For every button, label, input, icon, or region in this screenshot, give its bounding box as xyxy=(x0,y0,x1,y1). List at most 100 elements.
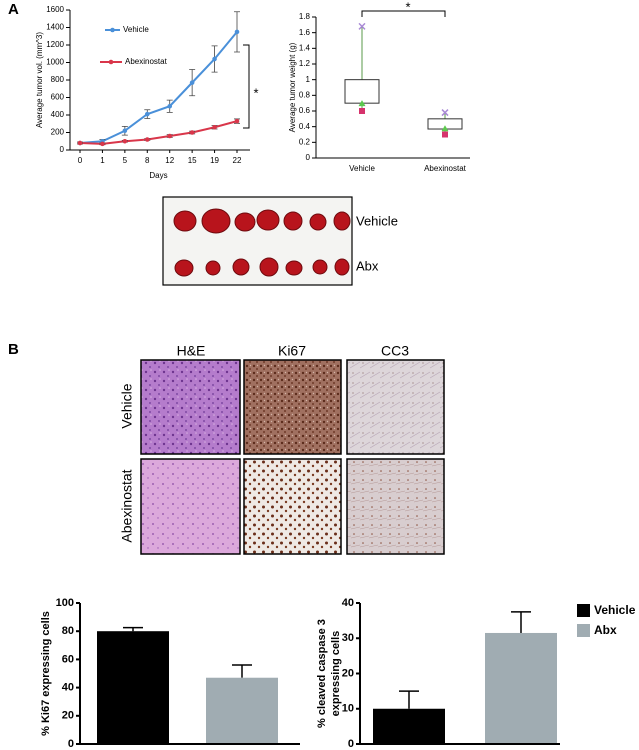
legend-swatch xyxy=(577,604,590,617)
x-tick-label: 0 xyxy=(78,156,83,165)
data-point xyxy=(167,133,173,139)
histology-image xyxy=(140,359,241,455)
y-tick-label: 200 xyxy=(51,128,65,137)
legend-label: Vehicle xyxy=(594,603,636,617)
y-tick-label: 0 xyxy=(348,738,354,750)
column-header: Ki67 xyxy=(278,343,306,359)
data-point xyxy=(100,141,105,147)
y-tick-label: 0.6 xyxy=(299,106,311,115)
max-marker xyxy=(358,22,366,30)
histology-image xyxy=(346,359,445,455)
tumor-photo: Vehicle Abx xyxy=(162,196,398,286)
median-marker xyxy=(358,100,366,107)
y-tick-label: 0.4 xyxy=(299,122,311,131)
x-tick-label: 8 xyxy=(145,156,150,165)
y-axis-label: % Ki67 expressing cells xyxy=(40,611,52,736)
legend-swatch xyxy=(577,624,590,637)
column-header: CC3 xyxy=(381,343,409,359)
histology-image xyxy=(140,458,241,555)
column-header: H&E xyxy=(177,343,206,359)
y-tick-label: 1.6 xyxy=(299,28,311,37)
bar xyxy=(97,631,169,744)
legend-label: Abexinostat xyxy=(125,57,168,66)
median-marker xyxy=(441,125,449,132)
min-marker xyxy=(359,108,365,114)
data-point xyxy=(77,140,83,146)
bar xyxy=(485,632,557,744)
significance-bracket xyxy=(243,44,250,129)
y-tick-label: 1 xyxy=(306,75,311,84)
y-tick-label: 20 xyxy=(62,710,74,722)
error-bar xyxy=(123,626,143,632)
x-tick-label: Abexinostat xyxy=(424,164,467,173)
y-tick-label: 0 xyxy=(306,153,311,162)
data-point xyxy=(144,137,150,142)
y-tick-label: 10 xyxy=(342,703,354,715)
x-tick-label: Vehicle xyxy=(349,164,375,173)
series-line xyxy=(79,120,238,145)
data-point xyxy=(189,80,195,85)
y-tick-label: 1.2 xyxy=(299,59,311,68)
histology: H&E Ki67 CC3 Vehicle Abexinostat xyxy=(119,343,445,555)
photo-label: Abx xyxy=(356,258,379,273)
legend-label: Abx xyxy=(594,623,617,637)
bar xyxy=(373,708,445,744)
histology-image xyxy=(243,458,342,555)
y-tick-label: 80 xyxy=(62,625,74,637)
y-tick-label: 1.4 xyxy=(299,43,311,52)
y-tick-label: 0 xyxy=(68,738,74,750)
y-axis-label: Average tumor vol. (mm^3) xyxy=(35,32,44,128)
x-tick-label: 5 xyxy=(123,156,128,165)
x-tick-label: 19 xyxy=(210,156,219,165)
x-tick-label: 1 xyxy=(100,156,105,165)
legend-label: Vehicle xyxy=(123,25,149,34)
panel-label: B xyxy=(8,341,19,358)
y-tick-label: 0.2 xyxy=(299,137,311,146)
significance-bracket xyxy=(361,10,446,17)
data-point xyxy=(167,103,173,109)
data-point xyxy=(122,138,128,144)
histology-image xyxy=(243,359,342,455)
y-tick-label: 1000 xyxy=(46,58,64,67)
data-point xyxy=(189,130,195,135)
tumors xyxy=(173,208,351,277)
y-tick-label: 40 xyxy=(342,597,354,609)
box xyxy=(344,79,380,104)
y-tick-label: 100 xyxy=(56,597,74,609)
y-axis-label: expressing cells xyxy=(330,631,342,717)
y-tick-label: 1200 xyxy=(46,40,64,49)
data-point xyxy=(122,128,128,134)
x-tick-label: 22 xyxy=(233,156,242,165)
data-point xyxy=(144,111,150,117)
row-header: Vehicle xyxy=(119,383,135,428)
panel-label: A xyxy=(8,1,19,18)
data-point xyxy=(212,56,217,62)
y-tick-label: 400 xyxy=(51,110,65,119)
y-tick-label: 40 xyxy=(62,682,74,694)
y-tick-label: 800 xyxy=(51,75,65,84)
y-tick-label: 30 xyxy=(342,632,354,644)
y-tick-label: 1400 xyxy=(46,23,64,32)
x-tick-label: 12 xyxy=(165,156,174,165)
y-tick-label: 600 xyxy=(51,93,65,102)
y-tick-label: 0.8 xyxy=(299,90,311,99)
photo-label: Vehicle xyxy=(356,213,398,228)
annotation: * xyxy=(405,0,410,14)
y-tick-label: 60 xyxy=(62,653,74,665)
x-tick-label: 15 xyxy=(188,156,197,165)
legend-marker xyxy=(110,27,115,33)
y-tick-label: 1.8 xyxy=(299,12,311,21)
histology-image xyxy=(346,458,445,555)
y-axis-label: % cleaved caspase 3 xyxy=(316,619,328,728)
max-marker xyxy=(441,109,449,117)
min-marker xyxy=(442,131,448,138)
bar xyxy=(206,677,278,744)
error-bar xyxy=(232,664,252,678)
series-line xyxy=(79,31,238,144)
data-point xyxy=(234,29,240,35)
y-axis-label: Average tumor weight (g) xyxy=(288,42,297,132)
y-tick-label: 1600 xyxy=(46,5,64,14)
x-axis-label: Days xyxy=(149,171,167,180)
annotation: * xyxy=(253,85,258,100)
y-tick-label: 0 xyxy=(60,145,65,154)
